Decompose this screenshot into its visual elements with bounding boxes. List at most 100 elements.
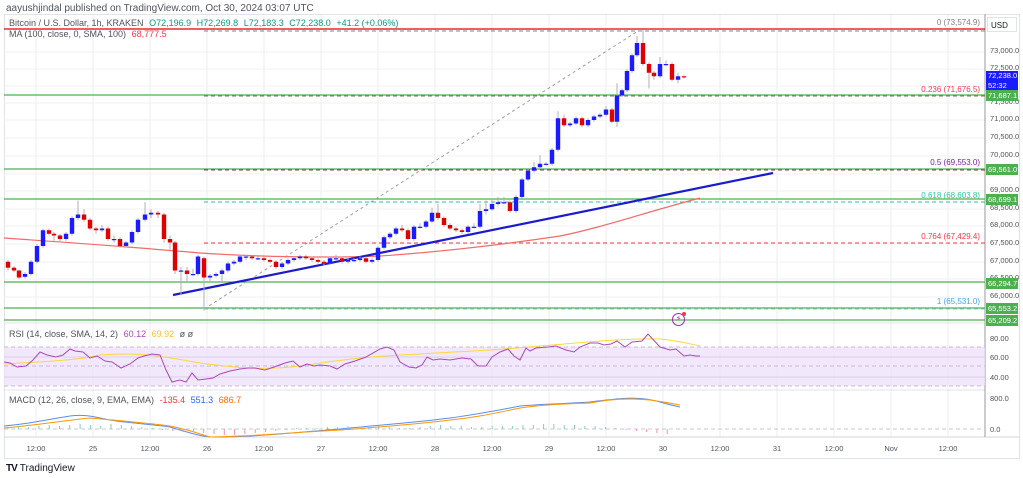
time-tick: 12:00 xyxy=(26,444,46,453)
candle xyxy=(447,225,453,229)
candle xyxy=(435,212,441,218)
candle xyxy=(69,218,75,234)
candle xyxy=(459,230,465,232)
candle xyxy=(303,256,309,259)
candle xyxy=(477,211,483,227)
candle xyxy=(657,64,663,77)
candle xyxy=(111,239,117,241)
rsi-line xyxy=(3,333,700,383)
candle xyxy=(87,219,93,229)
level-tag: 69,561.0 xyxy=(986,164,1018,175)
macd-line-value: 551.3 xyxy=(190,395,214,405)
candle xyxy=(75,214,81,218)
macd-tick: 800.0 xyxy=(990,394,1009,403)
candle xyxy=(11,267,17,271)
candle xyxy=(393,228,399,234)
candle xyxy=(429,212,435,222)
current-price: 72,238.0 xyxy=(988,71,1018,80)
candle xyxy=(81,214,87,220)
candle xyxy=(167,239,173,243)
ascending-trendline xyxy=(172,171,774,297)
candle xyxy=(339,258,345,262)
price-tick: 66,500.0 xyxy=(990,273,1019,282)
time-tick: 30 xyxy=(658,444,668,453)
tradingview-brand: TradingView xyxy=(19,463,75,474)
price-tick: 71,500.0 xyxy=(990,97,1020,106)
candle xyxy=(142,214,148,220)
price-tick: 70,500.0 xyxy=(990,132,1020,141)
rsi-tick: 40.00 xyxy=(990,373,1009,382)
macd-legend[interactable]: MACD (12, 26, close, 9, EMA, EMA) -135.4… xyxy=(9,395,241,405)
candle xyxy=(105,228,111,239)
candle xyxy=(614,95,620,122)
candle xyxy=(357,258,363,260)
candle xyxy=(22,274,28,277)
rsi-legend[interactable]: RSI (14, close, SMA, 14, 2) 60.12 69.92 … xyxy=(9,329,193,339)
candle xyxy=(495,202,501,204)
publish-line: aayushjindal published on TradingView.co… xyxy=(6,3,314,14)
candle xyxy=(619,90,625,96)
time-tick: 12:00 xyxy=(938,444,958,453)
candle xyxy=(243,256,249,258)
candle xyxy=(561,118,567,126)
rsi-label: RSI (14, close, SMA, 14, 2) xyxy=(9,329,119,339)
candle xyxy=(489,204,495,210)
candle xyxy=(675,76,681,80)
level-tag: 65,553.2 xyxy=(986,303,1018,314)
time-tick: 25 xyxy=(88,444,98,453)
candle xyxy=(273,261,279,267)
candlesticks xyxy=(5,29,687,311)
candle xyxy=(423,221,429,227)
footer-brand[interactable]: TV TradingView xyxy=(6,463,75,474)
level-tag: 68,699.1 xyxy=(986,194,1018,205)
candle xyxy=(531,167,537,171)
price-tick: 73,000.0 xyxy=(990,46,1020,55)
price-tick: 68,500.0 xyxy=(990,203,1020,212)
macd-histogram xyxy=(7,424,668,435)
level-tag: 66,294.7 xyxy=(986,278,1018,289)
price-tick: 67,500.0 xyxy=(990,238,1020,247)
price-tick: 69,000.0 xyxy=(990,185,1020,194)
candle xyxy=(525,170,531,180)
ma-legend[interactable]: MA (100, close, 0, SMA, 100) 68,777.5 xyxy=(9,29,167,39)
currency-selector[interactable]: USD xyxy=(987,17,1017,32)
candle xyxy=(411,226,417,239)
macd-signal-value: 686.7 xyxy=(218,395,242,405)
time-tick: 12:00 xyxy=(368,444,388,453)
rsi-extra: ø ø xyxy=(179,329,194,339)
fib-label-05: 0.5 (69,553.0) xyxy=(930,158,980,167)
time-tick: 27 xyxy=(316,444,326,453)
candle xyxy=(327,258,333,264)
rsi-tick: 60.00 xyxy=(990,353,1009,362)
candle xyxy=(555,118,561,150)
candle xyxy=(585,120,591,126)
notification-dot xyxy=(682,312,686,316)
candle xyxy=(471,226,477,228)
time-tick: 29 xyxy=(544,444,554,453)
ma-value: 68,777.5 xyxy=(131,29,167,39)
candle xyxy=(609,109,615,122)
candle xyxy=(453,228,459,231)
candle xyxy=(681,76,687,78)
lightning-alert-icon[interactable]: ⚡ xyxy=(672,312,686,326)
candle xyxy=(381,237,387,248)
candle xyxy=(249,256,255,259)
candle xyxy=(63,233,69,239)
ohlc-low: L72,183.3 xyxy=(243,18,284,28)
symbol-legend[interactable]: Bitcoin / U.S. Dollar, 1h, KRAKEN O72,19… xyxy=(9,18,398,28)
macd-label: MACD (12, 26, close, 9, EMA, EMA) xyxy=(9,395,155,405)
candle xyxy=(519,179,525,197)
level-tag: 71,687.1 xyxy=(986,90,1018,101)
macd-hist-value: -135.4 xyxy=(159,395,186,405)
candle xyxy=(219,270,225,274)
candle xyxy=(321,261,327,264)
candle xyxy=(129,232,135,243)
candle xyxy=(399,228,405,231)
candle xyxy=(345,260,351,262)
level-tag: 65,209.2 xyxy=(986,315,1018,326)
current-price-tag: 72,238.0 52:32 xyxy=(986,71,1018,91)
candle xyxy=(34,246,40,262)
time-tick: Nov xyxy=(884,444,898,453)
ohlc-change: +41.2 (+0.06%) xyxy=(336,18,399,28)
